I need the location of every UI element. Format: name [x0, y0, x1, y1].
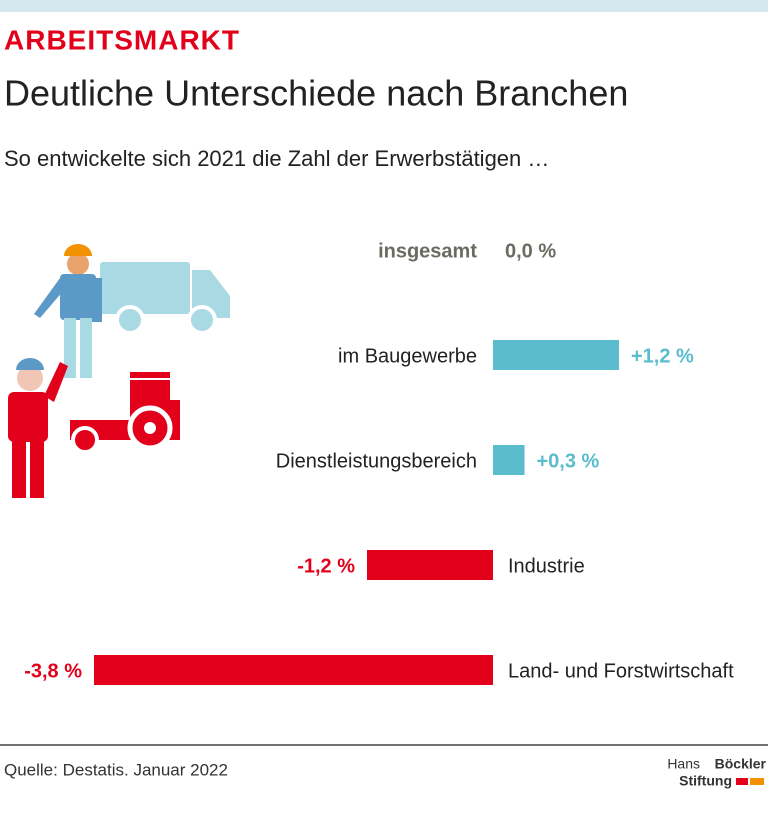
bar	[94, 655, 493, 685]
category-label: Dienstleistungsbereich	[276, 450, 477, 472]
logo-text: Hans	[667, 756, 700, 772]
bar	[493, 340, 619, 370]
category-label: im Baugewerbe	[338, 345, 477, 367]
logo-text: Böckler	[715, 756, 767, 772]
value-label: +1,2 %	[631, 345, 694, 367]
value-label: -1,2 %	[297, 555, 355, 577]
category-label: Land- und Forstwirtschaft	[508, 660, 734, 682]
value-label: +0,3 %	[537, 450, 600, 472]
source: Quelle: Destatis. Januar 2022	[4, 760, 228, 779]
illustration	[8, 244, 230, 498]
logo-text: Stiftung	[679, 773, 732, 789]
bar	[493, 445, 525, 475]
category-label: Industrie	[508, 555, 585, 577]
subtitle: So entwickelte sich 2021 die Zahl der Er…	[4, 146, 549, 171]
chart-title: Deutliche Unterschiede nach Branchen	[4, 73, 628, 114]
top-strip	[0, 0, 768, 12]
bar	[367, 550, 493, 580]
category-label: insgesamt	[378, 240, 477, 262]
value-label: -3,8 %	[24, 660, 82, 682]
value-label: 0,0 %	[505, 240, 556, 262]
logo: Hans Böckler Stiftung	[667, 756, 766, 789]
kicker: ARBEITSMARKT	[4, 24, 240, 55]
